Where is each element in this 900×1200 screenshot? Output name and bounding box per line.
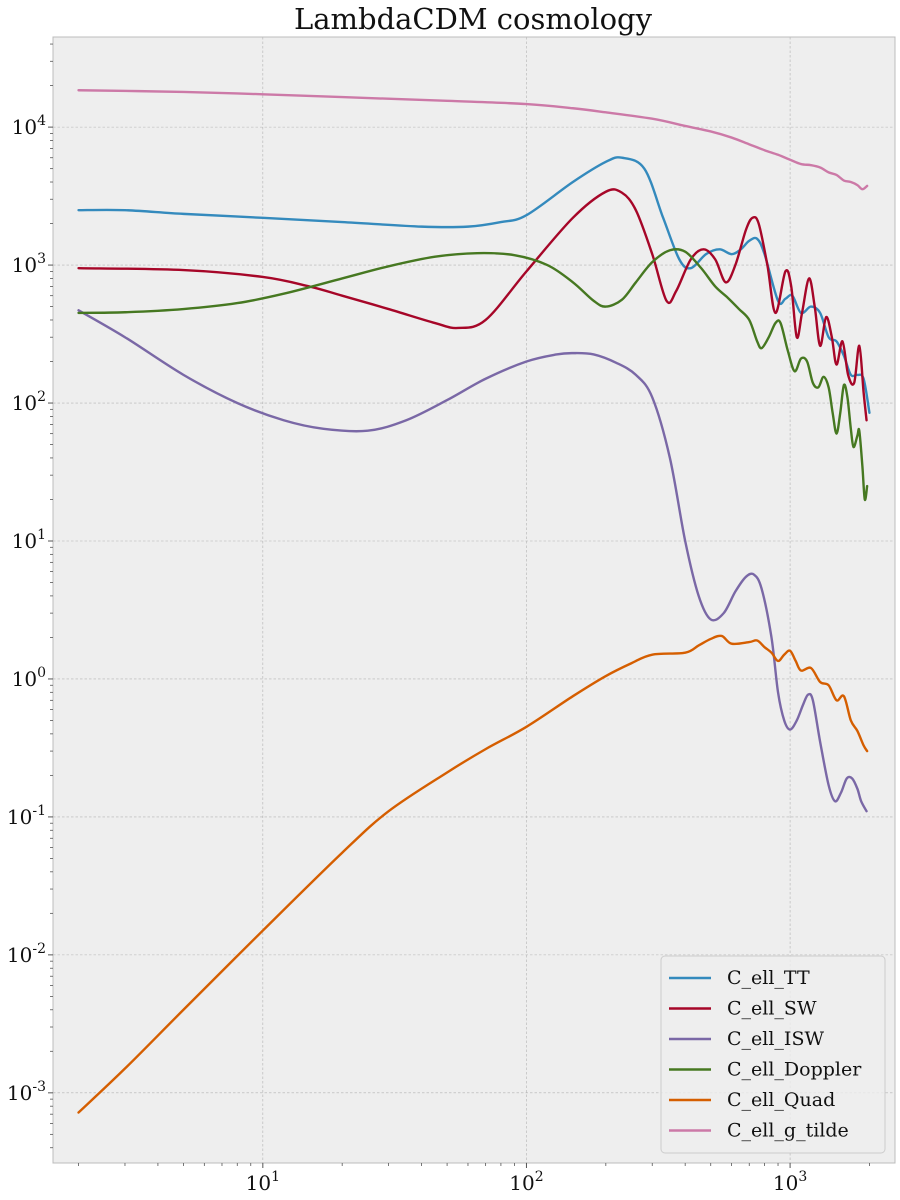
y-tick-label: 10-1 [7, 803, 46, 829]
y-tick-label: 103 [12, 251, 46, 277]
y-tick-label: 100 [12, 665, 46, 691]
y-tick-label: 10-2 [7, 941, 46, 967]
y-tick-label: 10-3 [7, 1079, 46, 1105]
legend-label: C_ell_Quad [727, 1089, 835, 1111]
y-tick-label: 101 [12, 527, 46, 553]
x-tick-label: 101 [246, 1169, 280, 1195]
axis-ticks: 101 102 103 10-3 10-2 10-1 100 101 102 103 104 [7, 43, 870, 1195]
legend-label: C_ell_g_tilde [727, 1120, 849, 1142]
legend-label: C_ell_Doppler [727, 1059, 862, 1081]
y-tick-label: 102 [12, 389, 46, 415]
legend-box [660, 955, 886, 1154]
series-line-c-ell-doppler [77, 247, 869, 502]
legend-label: C_ell_ISW [727, 1028, 824, 1050]
legend-label: C_ell_TT [727, 967, 810, 989]
series-line-c-ell-g-tilde [77, 89, 869, 191]
chart-title: LambdaCDM cosmology [294, 2, 653, 36]
series-line-c-ell-quad [77, 634, 869, 1114]
series-line-c-ell-sw [77, 188, 868, 422]
legend: C_ell_TT C_ell_SW C_ell_ISW C_ell_Doppler C_… [660, 955, 886, 1154]
series-line-c-ell-isw [77, 309, 868, 813]
y-tick-label: 104 [12, 113, 46, 139]
x-tick-label: 103 [773, 1169, 807, 1195]
legend-label: C_ell_SW [727, 998, 817, 1020]
grid-lines [53, 37, 895, 1163]
series-layer [77, 89, 871, 1114]
plot-frame [52, 36, 896, 1164]
x-tick-label: 102 [509, 1169, 543, 1195]
series-line-c-ell-tt [77, 156, 871, 414]
